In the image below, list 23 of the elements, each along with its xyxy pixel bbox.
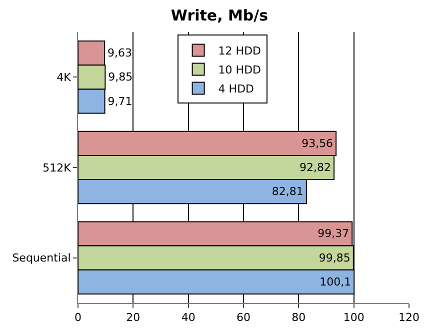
data-label: 100,1 [320, 275, 352, 288]
y-tick-label: 512K [42, 161, 72, 174]
data-label: 93,56 [302, 136, 334, 150]
x-tick-label: 60 [236, 311, 250, 324]
x-tick-label: 120 [398, 311, 420, 324]
data-label: 92,82 [300, 161, 332, 174]
data-label: 9,63 [108, 46, 132, 60]
data-label: 82,81 [272, 185, 304, 198]
x-tick-label: 40 [181, 311, 196, 324]
y-tick-label: 4K [56, 71, 72, 84]
x-tick-label: 100 [343, 311, 364, 324]
legend-label: 12 HDD [218, 44, 262, 58]
data-label: 9,71 [108, 94, 132, 108]
chart-title: Write, Mb/s [170, 6, 268, 25]
data-label: 99,85 [318, 251, 350, 264]
legend-label: 10 HDD [218, 64, 262, 76]
x-tick-label: 20 [126, 311, 140, 324]
y-tick-label: Sequential [12, 252, 71, 265]
data-label: 99,37 [318, 227, 350, 240]
legend-label: 4 HDD [218, 82, 254, 96]
x-tick-label: 0 [74, 311, 82, 324]
data-label: 9,85 [108, 70, 133, 84]
x-tick-label: 80 [292, 311, 306, 324]
